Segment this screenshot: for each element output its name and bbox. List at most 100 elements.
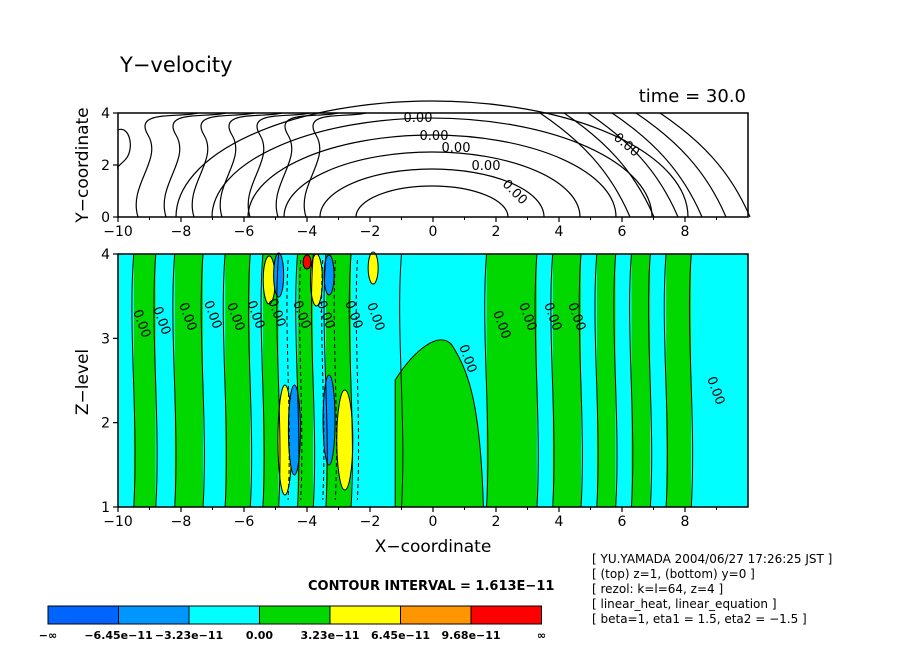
x-tick-label: 0 bbox=[429, 514, 438, 530]
filled-band bbox=[174, 254, 204, 507]
contour-line bbox=[659, 112, 751, 218]
colorbar-label: −3.23e−11 bbox=[155, 629, 223, 642]
contour-line bbox=[688, 253, 694, 508]
contour-line bbox=[303, 112, 367, 218]
contour-line bbox=[534, 253, 539, 508]
bottom-panel: 0.000.00 0.00 0.00 0.000.000.00 0.00 0.00 0.00… bbox=[73, 247, 749, 557]
contour-line bbox=[484, 253, 489, 508]
x-tick-label: 4 bbox=[555, 224, 564, 240]
contour-line bbox=[260, 253, 265, 508]
contour-line bbox=[275, 112, 339, 218]
bottom-x-axis-label: X−coordinate bbox=[375, 537, 492, 557]
info-line: [ YU.YAMADA 2004/06/27 17:26:25 JST ] bbox=[592, 552, 832, 566]
contour-line bbox=[135, 112, 199, 218]
x-tick-label: −6 bbox=[234, 514, 255, 530]
x-tick-label: 8 bbox=[681, 224, 690, 240]
contour-label: 0.00 bbox=[420, 129, 449, 144]
filled-cell bbox=[322, 374, 336, 466]
y-tick-label: 2 bbox=[101, 158, 110, 174]
contour-line bbox=[348, 253, 353, 508]
filled-cells bbox=[262, 251, 379, 496]
bottom-y-axis-label: Z−level bbox=[73, 349, 93, 415]
contour-line bbox=[550, 253, 555, 508]
filled-cell bbox=[323, 254, 335, 296]
y-tick-label: 3 bbox=[101, 331, 110, 347]
filled-band bbox=[262, 254, 279, 507]
filled-band bbox=[596, 254, 616, 507]
bottom-x-ticks: −10 −8 −6 −4 −2 0 2 4 6 8 bbox=[103, 507, 717, 530]
contour-line bbox=[611, 112, 703, 218]
y-tick-label: 1 bbox=[101, 500, 110, 516]
contour-line bbox=[587, 112, 679, 218]
filled-band bbox=[536, 254, 553, 507]
contour-line bbox=[319, 168, 545, 218]
contour-line bbox=[276, 253, 281, 508]
contour-line bbox=[247, 134, 617, 218]
contour-label: 0.00 bbox=[442, 141, 471, 156]
contour-line bbox=[399, 253, 404, 508]
x-tick-label: −8 bbox=[171, 224, 192, 240]
contour-label: 0.00 bbox=[404, 111, 433, 126]
contour-line bbox=[663, 253, 668, 508]
contour-line bbox=[629, 253, 634, 508]
contour-line bbox=[131, 253, 136, 508]
contour-interval: CONTOUR INTERVAL = 1.613E−11 bbox=[308, 579, 554, 594]
contour-line bbox=[191, 112, 255, 218]
colorbar-label: 0.00 bbox=[246, 629, 273, 642]
contour-line bbox=[247, 253, 253, 508]
filled-band bbox=[691, 254, 748, 507]
contour-line bbox=[247, 112, 311, 218]
x-tick-label: −10 bbox=[103, 514, 133, 530]
y-tick-label: 4 bbox=[101, 106, 110, 122]
contour-line bbox=[163, 112, 227, 218]
contour-line bbox=[563, 112, 655, 218]
colorbar-label: −6.45e−11 bbox=[84, 629, 152, 642]
filled-band bbox=[666, 254, 692, 507]
contour-line bbox=[175, 100, 689, 218]
y-tick-label: 0 bbox=[101, 210, 110, 226]
contour-line bbox=[295, 253, 300, 508]
y-tick-label: 4 bbox=[101, 247, 110, 263]
filled-cell bbox=[336, 389, 354, 491]
info-line: [ rezol: k=l=64, z=4 ] bbox=[592, 582, 723, 596]
filled-bands bbox=[118, 254, 748, 508]
colorbar-label: 9.68e−11 bbox=[441, 629, 500, 642]
x-tick-label: −2 bbox=[360, 224, 381, 240]
filled-band bbox=[631, 254, 651, 507]
info-line: [ (top) z=1, (bottom) y=0 ] bbox=[592, 567, 755, 581]
x-tick-label: −4 bbox=[297, 224, 318, 240]
filled-cell bbox=[302, 254, 312, 270]
colorbar-label: ∞ bbox=[537, 629, 546, 642]
contour-line bbox=[648, 253, 653, 508]
filled-band bbox=[155, 254, 175, 507]
info-block: [ YU.YAMADA 2004/06/27 17:26:25 JST ][ (… bbox=[592, 552, 832, 626]
x-tick-label: 4 bbox=[555, 514, 564, 530]
x-tick-label: −10 bbox=[103, 224, 133, 240]
top-y-ticks: 0 2 4 bbox=[101, 106, 118, 226]
contour-line bbox=[539, 112, 631, 218]
colorbar-cell bbox=[118, 605, 190, 625]
contour-line bbox=[172, 253, 177, 508]
filled-band bbox=[133, 254, 156, 507]
colorbar-cell bbox=[188, 605, 260, 625]
contour-line bbox=[222, 253, 227, 508]
x-tick-label: 2 bbox=[492, 224, 501, 240]
contour-line bbox=[200, 253, 205, 508]
contour-line bbox=[310, 253, 316, 508]
x-tick-label: 8 bbox=[681, 514, 690, 530]
top-panel: 0.000.000.000.000.000.00 −10 −8 −6 −4 −2 0 2 4 6… bbox=[73, 100, 751, 240]
filled-band bbox=[351, 254, 402, 507]
contour-line bbox=[578, 253, 583, 508]
contour-line bbox=[594, 253, 599, 508]
colorbar-label: −∞ bbox=[39, 629, 57, 642]
bottom-contour-lines bbox=[131, 253, 694, 508]
colorbar-cell bbox=[329, 605, 401, 625]
contour-line bbox=[153, 253, 158, 508]
top-y-axis-label: Y−coordinate bbox=[73, 107, 93, 223]
colorbar-cell bbox=[400, 605, 472, 625]
time-label: time = 30.0 bbox=[639, 86, 746, 107]
x-tick-label: −2 bbox=[360, 514, 381, 530]
x-tick-label: 2 bbox=[492, 514, 501, 530]
contour-line bbox=[283, 151, 581, 218]
